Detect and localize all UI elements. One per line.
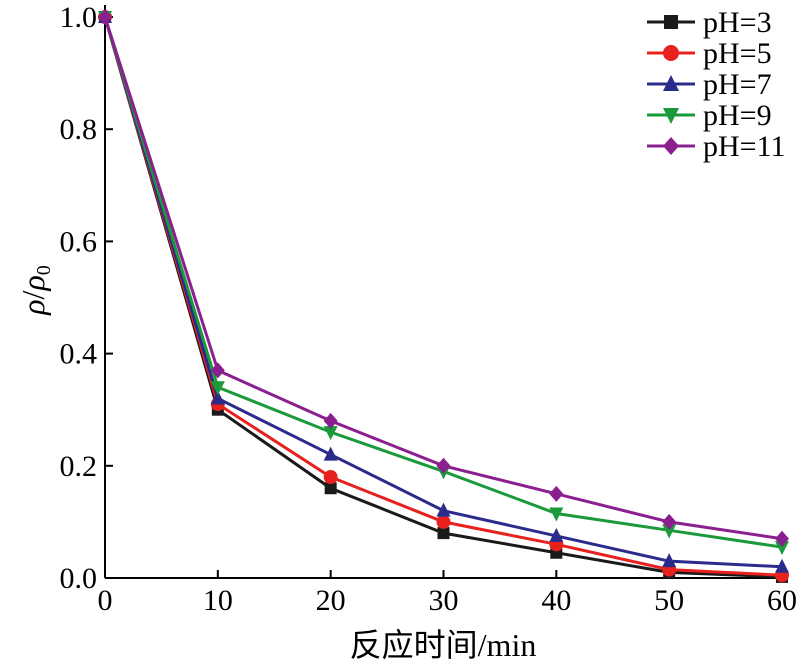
ticks: 0 10 20 30 40 50 60 0.0 0.2 0.4 0.6 0.8 1.0 [60,1,798,617]
x-axis-title: 反应时间/min [350,627,537,663]
x-tick-label: 20 [316,584,346,617]
legend-label: pH=9 [703,99,772,132]
x-tick-label: 10 [203,584,233,617]
y-axis-title-subscript: 0 [33,265,55,275]
x-tick-label: 30 [429,584,459,617]
axes [104,5,782,579]
legend-label: pH=5 [703,37,772,70]
data-point [98,9,112,25]
y-tick-label: 0.0 [60,562,98,595]
data-point [436,502,451,517]
data-point [775,541,789,556]
data-point [549,485,564,502]
legend-label: pH=11 [703,130,785,163]
legend-marker [663,75,679,91]
y-tick-label: 0.2 [60,450,98,483]
y-tick-label: 0.4 [60,338,98,371]
data-point [210,381,225,396]
data-point [662,524,677,539]
legend-marker [663,45,679,61]
series-line-2 [103,16,783,569]
x-tick-label: 50 [654,584,684,617]
x-tick-label: 0 [98,584,113,617]
data-point [323,446,338,461]
x-tick-label: 60 [767,584,797,617]
legend-label: pH=7 [703,68,772,101]
data-point [549,507,564,522]
data-point [775,530,789,547]
y-tick-label: 0.6 [60,225,98,258]
x-tick-label: 40 [541,584,571,617]
data-point [436,514,451,529]
data-point [662,513,677,530]
data-point [324,482,337,495]
y-tick-label: 1.0 [60,1,98,34]
legend-marker [663,108,679,124]
legend-marker [663,137,679,155]
legend: pH=3pH=5pH=7pH=9pH=11 [647,6,785,163]
data-point [775,558,789,573]
data-point [549,527,564,542]
data-point [323,426,338,441]
y-axis-title-rho: ρ [15,299,51,315]
data-point [210,362,225,379]
data-point [210,390,225,405]
legend-marker [664,15,678,29]
series-line-0 [103,16,783,579]
data-point [323,470,338,485]
y-axis-title-slash: / [15,290,51,299]
data-point [437,527,450,540]
data-point [436,457,451,474]
data-point [662,553,677,568]
series-line-1 [103,16,783,577]
y-tick-label: 0.8 [60,113,98,146]
legend-label: pH=3 [703,6,772,39]
y-axis-title-rho0: ρ [15,275,51,291]
y-axis-title: ρ/ρ0 [15,265,55,316]
data-point [323,412,338,429]
series-group [98,9,789,583]
